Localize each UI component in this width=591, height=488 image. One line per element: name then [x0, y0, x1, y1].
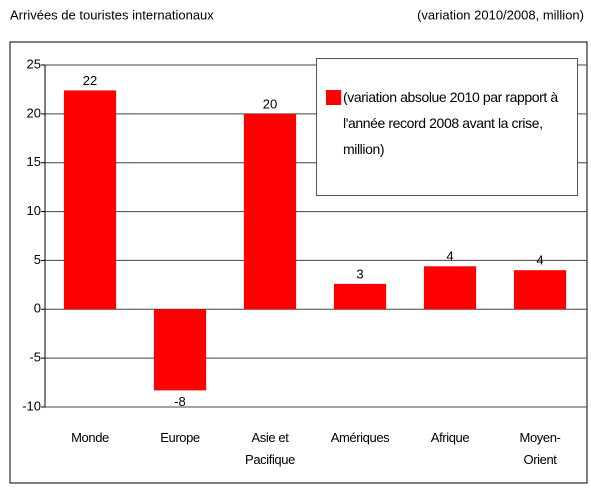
- x-tick-label: Afrique: [430, 430, 470, 445]
- bar: [333, 283, 387, 310]
- x-tick-label: Amériques: [330, 430, 390, 445]
- bar: [423, 266, 477, 310]
- x-tick-label: Monde: [71, 430, 109, 445]
- legend: (variation absolue 2010 par rapport à l'…: [316, 58, 578, 196]
- y-tick-label: 10: [27, 203, 41, 218]
- chart-title: Arrivées de touristes internationaux: [10, 7, 214, 22]
- data-label: 20: [263, 96, 277, 111]
- data-label: 22: [83, 73, 97, 88]
- chart-subtitle: (variation 2010/2008, million): [417, 7, 584, 22]
- y-tick-label: -10: [22, 398, 41, 413]
- x-tick-label: Europe: [160, 430, 200, 445]
- bar: [513, 270, 567, 310]
- data-label: -8: [174, 394, 186, 409]
- frame: [9, 41, 588, 484]
- x-tick-label: Asie et Pacifique: [245, 430, 295, 467]
- legend-label: (variation absolue 2010 par rapport à l'…: [343, 89, 558, 157]
- y-tick-label: -5: [29, 350, 41, 365]
- y-tick-label: 5: [34, 252, 41, 267]
- data-label: 4: [536, 253, 543, 268]
- y-tick-label: 15: [27, 154, 41, 169]
- bar: [153, 309, 207, 391]
- data-label: 3: [356, 266, 363, 281]
- bar: [63, 90, 117, 310]
- data-label: 4: [446, 249, 453, 264]
- y-tick-label: 20: [27, 105, 41, 120]
- y-tick-label: 25: [27, 56, 41, 71]
- bar: [243, 113, 297, 310]
- legend-swatch: [326, 90, 341, 105]
- y-tick-label: 0: [34, 301, 41, 316]
- x-tick-label: Moyen-Orient: [519, 430, 561, 467]
